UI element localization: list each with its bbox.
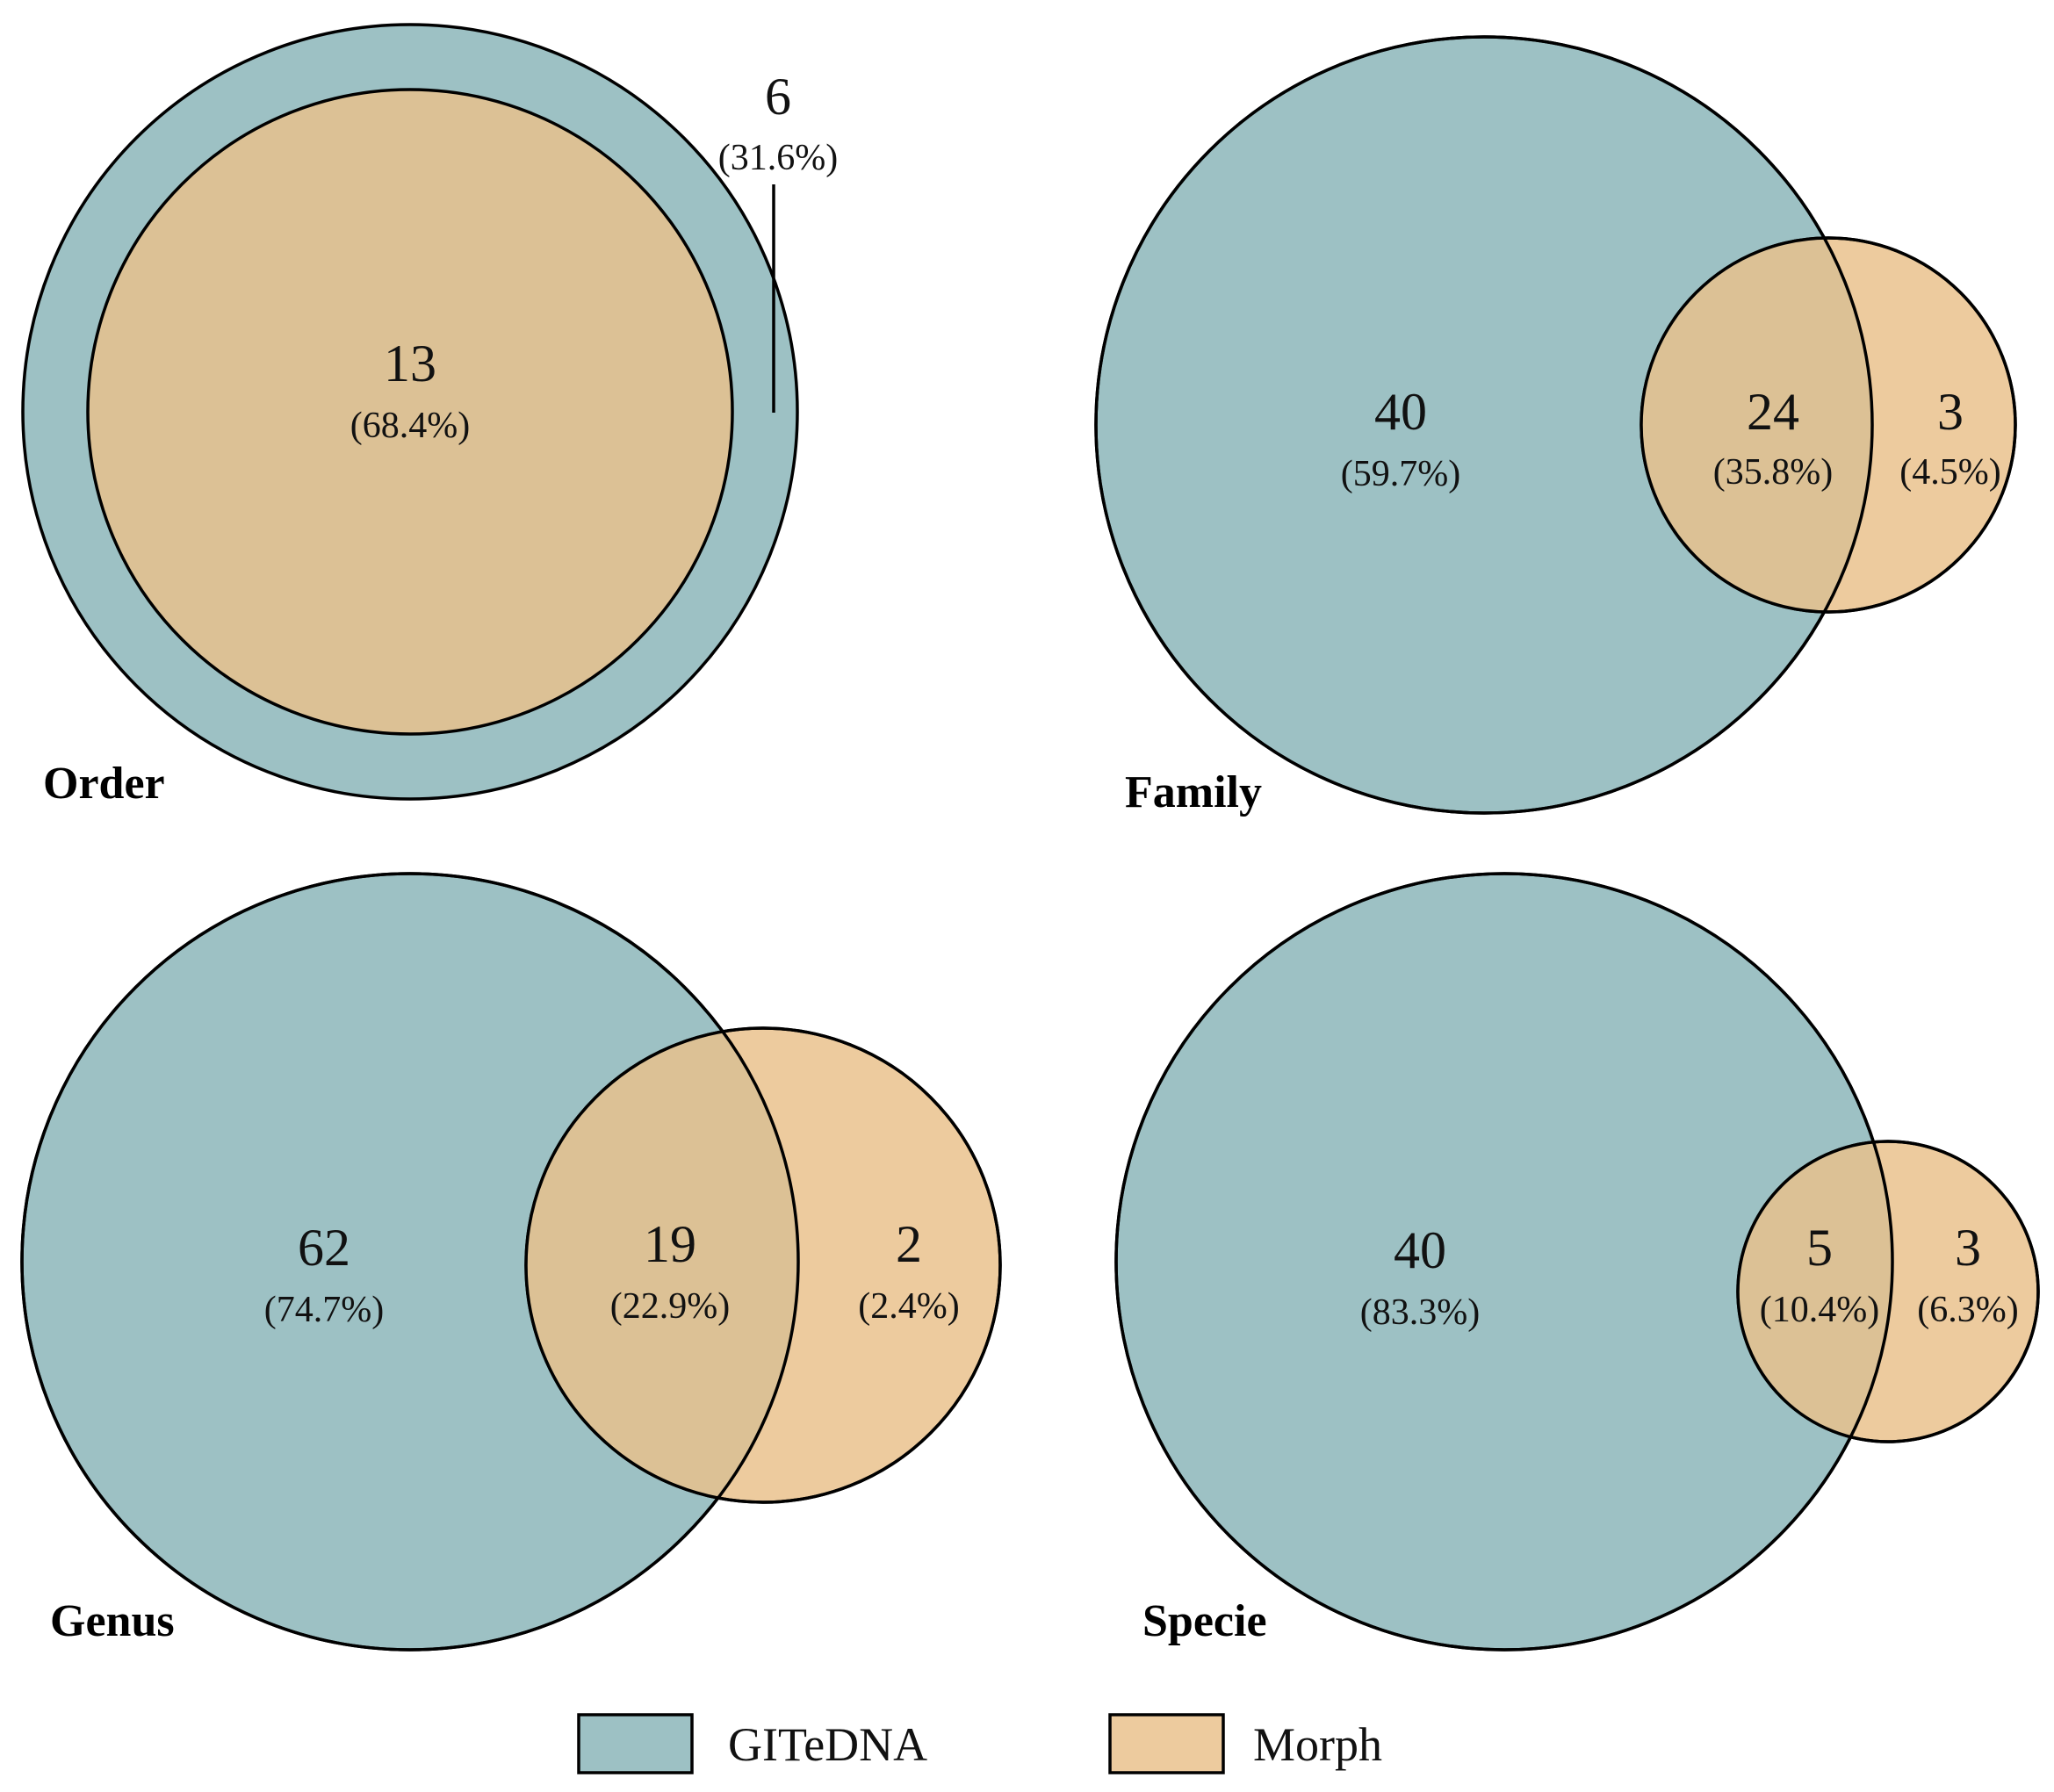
specie-overlap-region (1738, 1141, 1892, 1442)
panel-specie: 40 (83.3%) 5 (10.4%) 3 (6.3%) Specie (1114, 872, 2040, 1652)
panel-family: 40 (59.7%) 24 (35.8%) 3 (4.5%) Family (1094, 35, 2017, 817)
genus-gitedna-only-pct: (74.7%) (264, 1290, 384, 1330)
family-overlap-region (1641, 238, 1872, 612)
family-morph-only-pct: (4.5%) (1899, 452, 2000, 493)
order-morph-circle (86, 88, 734, 736)
specie-morph-only-count: 3 (1955, 1219, 1981, 1277)
specie-gitedna-only-count: 40 (1394, 1221, 1446, 1279)
genus-gitedna-only-count: 62 (298, 1219, 350, 1277)
genus-overlap-pct: (22.9%) (610, 1286, 730, 1327)
legend-swatch-gitedna (577, 1713, 694, 1774)
order-gitedna-only-count: 6 (765, 68, 791, 126)
order-overlap-count: 13 (384, 335, 436, 392)
genus-overlap-region (526, 1028, 798, 1502)
specie-morph-only-pct: (6.3%) (1917, 1290, 2018, 1330)
family-morph-only-count: 3 (1937, 383, 1964, 441)
family-overlap-pct: (35.8%) (1713, 452, 1833, 493)
legend: GITeDNA Morph (577, 1713, 1382, 1774)
genus-panel-title: Genus (50, 1596, 175, 1646)
order-overlap-pct: (68.4%) (350, 406, 470, 446)
legend-swatch-morph (1108, 1713, 1225, 1774)
legend-label-morph: Morph (1253, 1718, 1382, 1771)
genus-morph-only-count: 2 (896, 1215, 922, 1273)
specie-overlap-pct: (10.4%) (1760, 1290, 1879, 1330)
order-panel-title: Order (43, 759, 165, 809)
genus-morph-only-pct: (2.4%) (858, 1286, 959, 1327)
specie-panel-title: Specie (1142, 1596, 1267, 1646)
panel-order: 13 (68.4%) 6 (31.6%) Order (21, 23, 838, 809)
panel-genus: 62 (74.7%) 19 (22.9%) 2 (2.4%) Genus (20, 872, 1002, 1652)
family-panel-title: Family (1125, 767, 1262, 817)
family-overlap-count: 24 (1747, 383, 1799, 441)
family-gitedna-only-count: 40 (1374, 383, 1427, 441)
specie-gitedna-only-pct: (83.3%) (1360, 1292, 1480, 1333)
specie-overlap-count: 5 (1806, 1219, 1833, 1277)
legend-label-gitedna: GITeDNA (728, 1718, 927, 1771)
genus-overlap-count: 19 (644, 1215, 696, 1273)
order-gitedna-only-pct: (31.6%) (718, 138, 838, 178)
family-gitedna-only-pct: (59.7%) (1341, 454, 1460, 494)
